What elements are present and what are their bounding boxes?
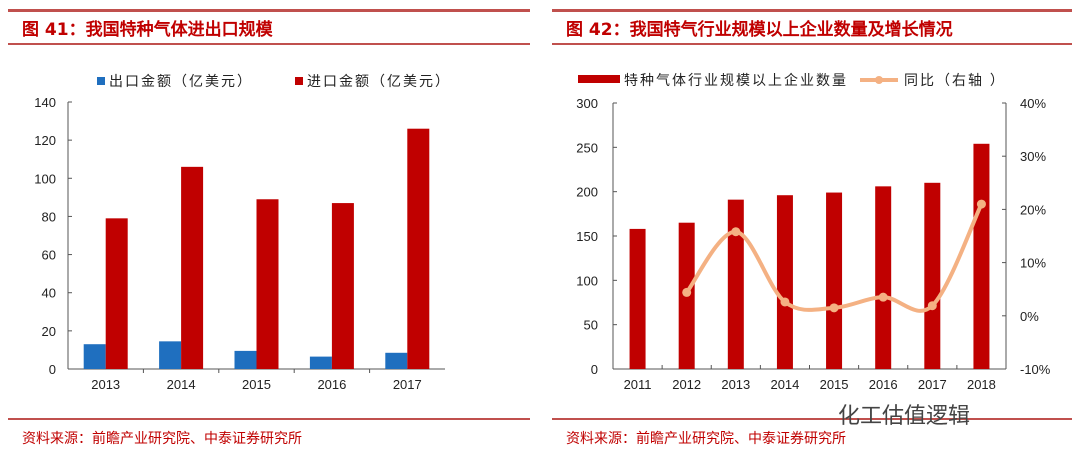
x-tick-label: 2013 [721,377,750,392]
x-tick-label: 2015 [820,377,849,392]
legend-label: 进口金额（亿美元） [307,73,451,89]
source-note: 资料来源：前瞻产业研究院、中泰证券研究所 [22,431,302,447]
bar-export [385,352,408,369]
legend-label: 出口金额（亿美元） [109,73,253,89]
bar-count [973,143,990,369]
y-tick-label: 80 [42,209,56,224]
yoy-point [927,301,937,311]
y-tick-label: 0 [49,362,56,377]
x-tick-label: 2017 [918,377,947,392]
legend-swatch-point [875,76,883,84]
y2-tick-label: 30% [1020,149,1046,164]
legend-swatch-bar [578,75,620,83]
legend-label: 同比（右轴 ） [904,72,1006,88]
yoy-point [878,292,888,302]
figure-title: 图 42：我国特气行业规模以上企业数量及增长情况 [566,20,953,40]
left-panel: 图 41：我国特种气体进出口规模 0 20 40 60 80 100 120 140 2013 2… [8,9,530,447]
import-export-chart: 0 20 40 60 80 100 120 140 2013 2014 2015 2016 2017 出口… [34,73,451,392]
y-tick-label: 250 [576,140,598,155]
y-tick-label: 100 [576,273,598,288]
y2-tick-label: 40% [1020,96,1046,111]
x-tick-label: 2014 [167,377,196,392]
bar-export [83,344,106,369]
bar-count [629,228,646,369]
bar-export [159,341,182,369]
y-tick-label: 40 [42,286,56,301]
top-rule [8,9,530,12]
title-rule [8,43,530,45]
source-note: 资料来源：前瞻产业研究院、中泰证券研究所 [566,431,846,447]
y2-tick-label: 0% [1020,309,1039,324]
legend-swatch [295,77,303,85]
bar-import [331,203,354,369]
footer-rule [8,418,530,420]
bar-count [875,186,892,369]
y-tick-label: 60 [42,248,56,263]
y-tick-label: 20 [42,324,56,339]
bar-export [309,356,332,369]
x-tick-label: 2016 [317,377,346,392]
bar-import [407,128,430,369]
y-tick-label: 300 [576,96,598,111]
yoy-point [731,227,741,237]
bar-export [234,350,257,369]
bar-import [181,166,204,369]
yoy-point [780,297,790,307]
y2-tick-label: 10% [1020,256,1046,271]
bar-count [776,195,793,369]
bar-count [924,182,941,369]
bar-count [826,192,843,369]
y-tick-label: 200 [576,185,598,200]
enterprise-count-chart: 0 50 100 150 200 250 300 -10% 0% 10% 20% 30% 40% 2011… [576,72,1051,392]
x-tick-label: 2018 [967,377,996,392]
y-tick-label: 140 [34,95,56,110]
x-tick-label: 2013 [91,377,120,392]
yoy-point [682,287,692,297]
y2-tick-label: -10% [1020,362,1051,377]
bar-count [727,199,744,369]
x-tick-label: 2014 [770,377,799,392]
bar-import [105,218,128,369]
y2-tick-label: 20% [1020,202,1046,217]
yoy-point [976,199,986,209]
bar-import [256,199,279,369]
title-rule [552,43,1072,45]
legend-label: 特种气体行业规模以上企业数量 [624,72,848,88]
x-tick-label: 2017 [393,377,422,392]
footer-rule [552,418,1072,420]
x-tick-label: 2011 [624,377,652,392]
yoy-point [829,303,839,313]
y-tick-label: 120 [34,133,56,148]
legend-swatch [97,77,105,85]
watermark: 化工估值逻辑 [838,404,971,429]
y-tick-label: 100 [34,171,56,186]
x-tick-label: 2012 [672,377,701,392]
x-tick-label: 2015 [242,377,271,392]
figure-title: 图 41：我国特种气体进出口规模 [22,20,273,40]
y-tick-label: 0 [591,362,598,377]
top-rule [552,9,1072,12]
y-tick-label: 50 [584,318,598,333]
y-tick-label: 150 [576,229,598,244]
x-tick-label: 2016 [869,377,898,392]
right-panel: 图 42：我国特气行业规模以上企业数量及增长情况 0 50 100 150 200 250… [540,0,1080,459]
